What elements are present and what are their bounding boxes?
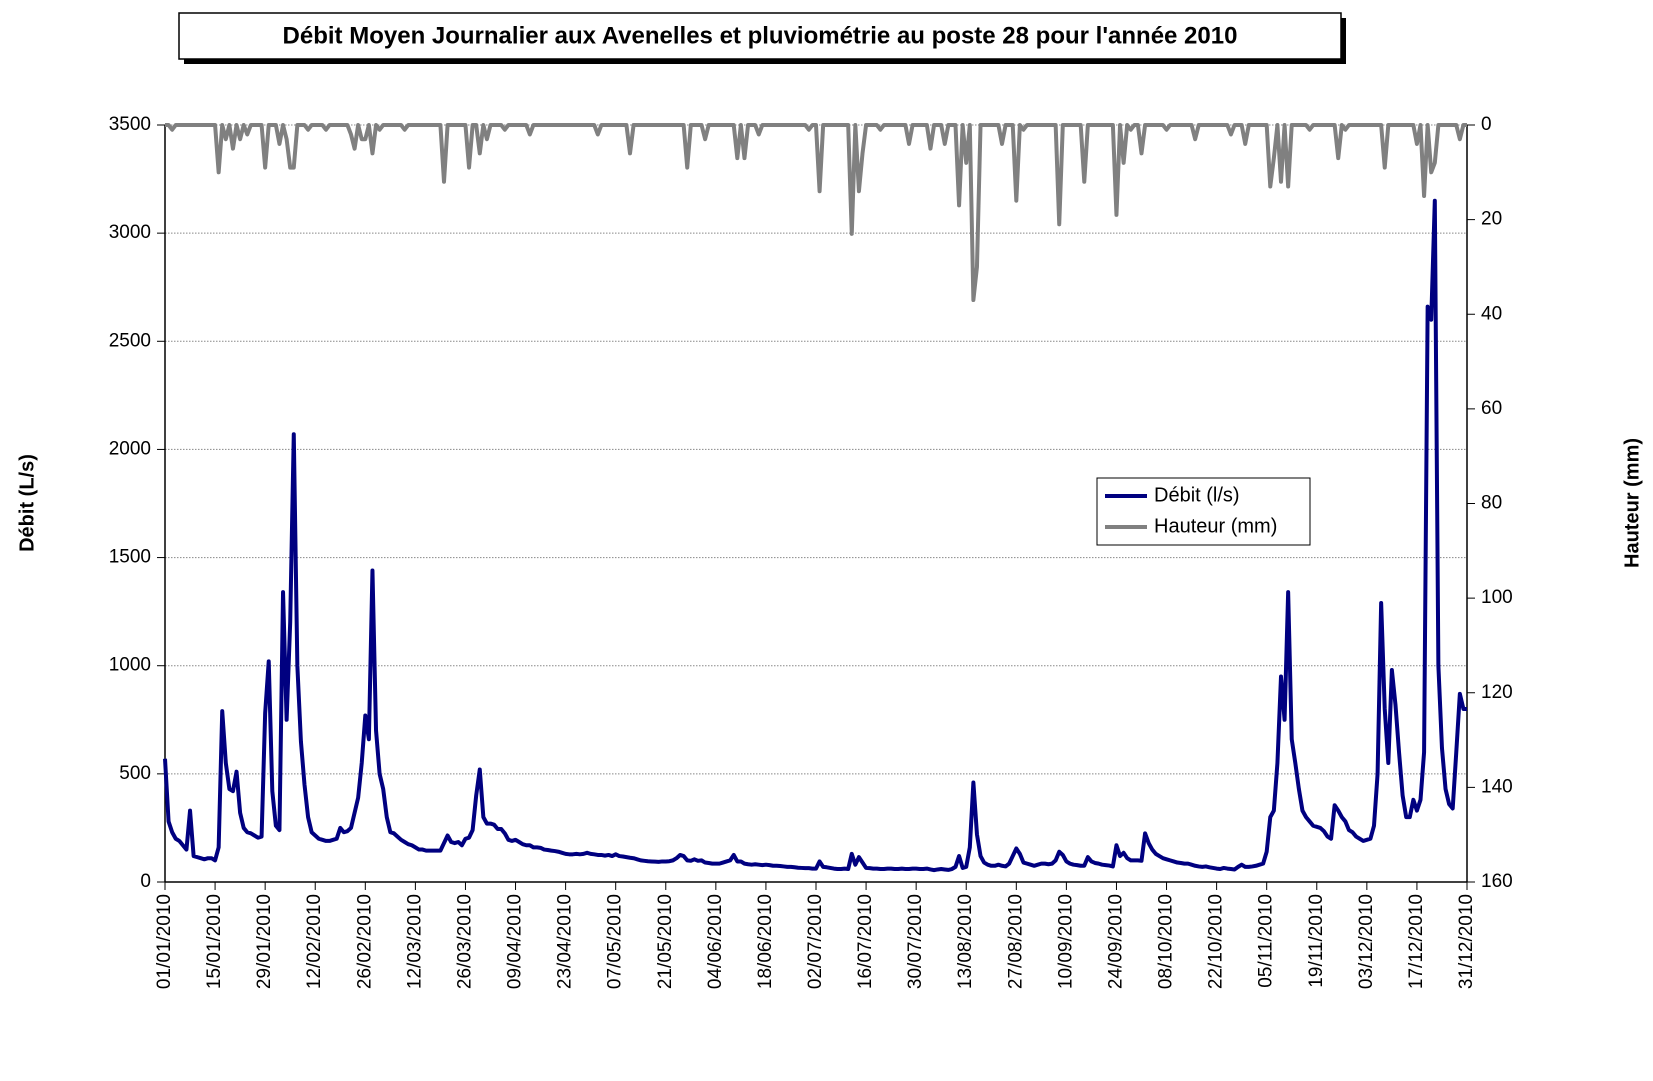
y2-tick-label: 20 — [1481, 209, 1502, 230]
x-tick-label: 26/02/2010 — [354, 894, 375, 989]
x-tick-label: 24/09/2010 — [1105, 894, 1126, 989]
y2-tick-label: 160 — [1481, 871, 1513, 892]
y-tick-label: 1500 — [109, 547, 151, 568]
y-tick-label: 3500 — [109, 114, 151, 135]
x-tick-label: 05/11/2010 — [1256, 894, 1277, 988]
legend-label: Hauteur (mm) — [1154, 515, 1277, 537]
x-tick-label: 23/04/2010 — [555, 894, 576, 989]
chart-title: Débit Moyen Journalier aux Avenelles et … — [283, 22, 1238, 49]
y2-tick-label: 120 — [1481, 682, 1513, 703]
y-axis-label: Débit (L/s) — [16, 454, 38, 552]
legend-box — [1096, 477, 1311, 546]
x-tick-label: 31/12/2010 — [1456, 894, 1477, 989]
x-tick-label: 09/04/2010 — [505, 894, 526, 989]
y2-tick-label: 80 — [1481, 493, 1502, 514]
y-tick-label: 2500 — [109, 330, 151, 351]
x-tick-label: 04/06/2010 — [705, 894, 726, 989]
y2-tick-label: 100 — [1481, 587, 1513, 608]
x-tick-label: 29/01/2010 — [254, 894, 275, 989]
x-tick-label: 15/01/2010 — [204, 894, 225, 989]
x-tick-label: 03/12/2010 — [1356, 894, 1377, 989]
y-tick-label: 3000 — [109, 222, 151, 243]
x-tick-label: 12/03/2010 — [404, 894, 425, 989]
x-tick-label: 22/10/2010 — [1206, 894, 1227, 989]
x-tick-label: 26/03/2010 — [454, 894, 475, 989]
x-tick-label: 13/08/2010 — [955, 894, 976, 989]
y2-axis-label: Hauteur (mm) — [1621, 438, 1643, 568]
title-box — [178, 12, 1342, 60]
y2-tick-label: 0 — [1481, 114, 1492, 135]
y2-tick-label: 40 — [1481, 303, 1502, 324]
y2-tick-label: 60 — [1481, 398, 1502, 419]
x-tick-label: 10/09/2010 — [1055, 894, 1076, 989]
series-line — [163, 198, 1467, 873]
x-tick-label: 18/06/2010 — [755, 894, 776, 989]
y-tick-label: 2000 — [109, 438, 151, 459]
x-tick-label: 17/12/2010 — [1406, 894, 1427, 989]
y-tick-label: 0 — [140, 871, 151, 892]
x-tick-label: 08/10/2010 — [1156, 894, 1177, 989]
y-tick-label: 1000 — [109, 655, 151, 676]
x-tick-label: 01/01/2010 — [154, 894, 175, 989]
series-line — [165, 123, 1467, 303]
x-tick-label: 12/02/2010 — [304, 894, 325, 989]
x-tick-label: 30/07/2010 — [905, 894, 926, 989]
x-tick-label: 27/08/2010 — [1005, 894, 1026, 989]
x-tick-label: 07/05/2010 — [605, 894, 626, 989]
x-tick-label: 21/05/2010 — [655, 894, 676, 989]
x-tick-label: 02/07/2010 — [805, 894, 826, 989]
y-tick-label: 500 — [119, 763, 151, 784]
x-tick-label: 19/11/2010 — [1306, 894, 1327, 988]
y2-tick-label: 140 — [1481, 776, 1513, 797]
legend-label: Débit (l/s) — [1154, 484, 1240, 506]
x-tick-label: 16/07/2010 — [855, 894, 876, 989]
